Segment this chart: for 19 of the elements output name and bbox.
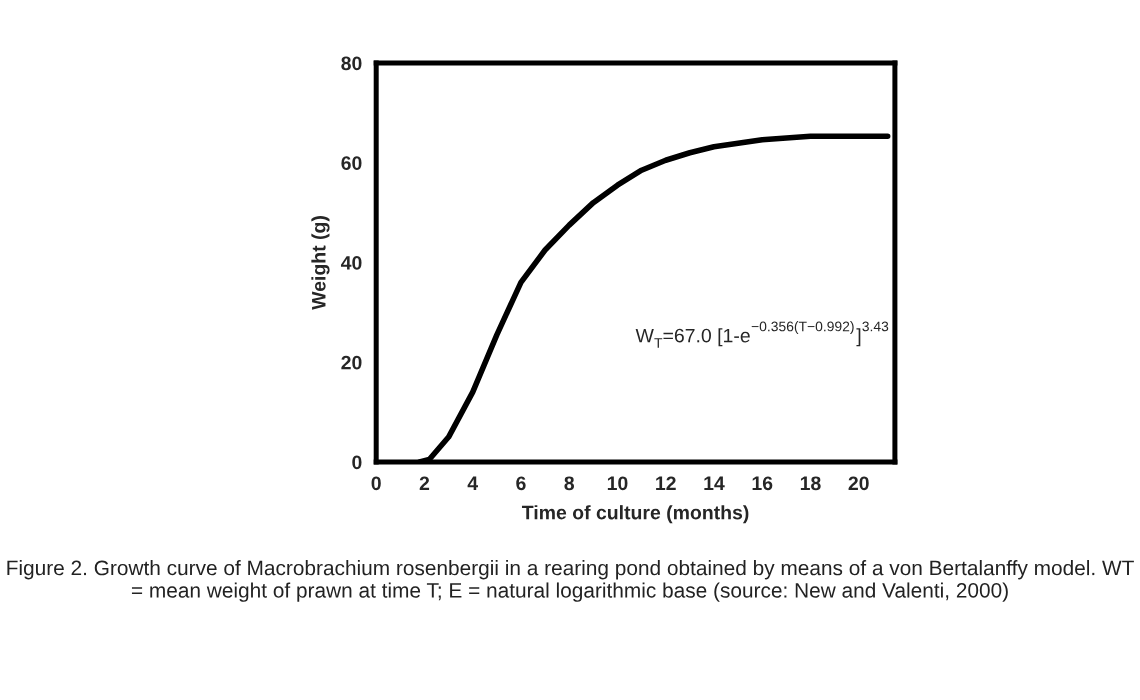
y-tick-label: 60 — [341, 156, 362, 170]
x-tick-label: 4 — [467, 476, 479, 490]
x-tick-label: 16 — [752, 476, 773, 491]
x-tick-label: 20 — [848, 476, 869, 491]
x-tick-label: 12 — [656, 476, 676, 490]
x-tick-label: 6 — [516, 476, 526, 491]
x-tick-label: 8 — [564, 476, 575, 491]
x-tick-label: 14 — [704, 476, 725, 490]
x-tick-label: 0 — [371, 476, 381, 491]
x-axis-title: Time of culture (months) — [521, 505, 749, 524]
x-tick-label: 10 — [607, 476, 628, 491]
y-tick-label: 0 — [352, 455, 362, 470]
y-tick-label: 40 — [340, 255, 362, 270]
y-axis-title: Weight (g) — [311, 216, 330, 310]
x-tick-label: 2 — [419, 476, 430, 490]
y-tick-label: 20 — [341, 355, 362, 370]
y-tick-label: 80 — [341, 56, 362, 71]
x-tick-label: 18 — [800, 476, 821, 491]
caption: Figure 2. Growth curve of Macrobrachium rosenbergii in a rearing pond obtained by means of a von Bertalanffy model. WT = mean weight of prawn at time T; E = natural logarithmic base (source: New and Valenti, 2000) — [7, 560, 1134, 602]
